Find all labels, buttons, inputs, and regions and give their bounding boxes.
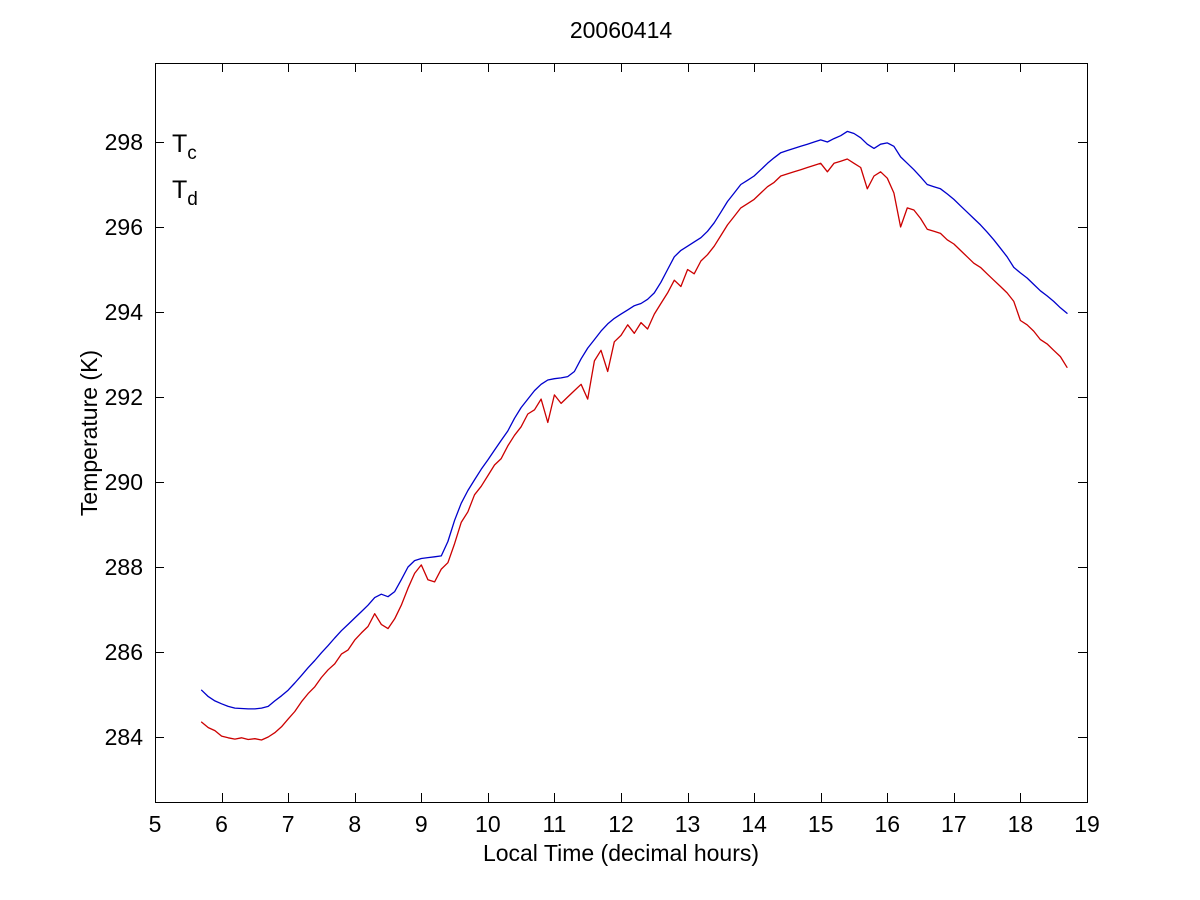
x-tick-label: 8 (348, 811, 361, 837)
x-tick-label: 10 (475, 811, 501, 837)
series-line-td (200, 158, 1068, 741)
x-tick-label: 13 (675, 811, 701, 837)
x-tick-label: 5 (149, 811, 162, 837)
y-tick-label: 296 (105, 214, 143, 240)
y-tick-label: 286 (105, 639, 143, 665)
legend-tc-base: T (172, 130, 187, 158)
x-tick-label: 18 (1008, 811, 1034, 837)
chart-title: 20060414 (570, 17, 673, 43)
legend-entry-tc: Tc (172, 130, 197, 164)
y-tick-label: 290 (105, 469, 143, 495)
legend-td-sub: d (187, 189, 198, 210)
y-tick-label: 298 (105, 129, 143, 155)
x-tick-label: 12 (608, 811, 634, 837)
x-tick-label: 11 (542, 811, 566, 837)
series-line-tc (200, 130, 1068, 710)
x-tick-label: 15 (808, 811, 834, 837)
legend-td-base: T (172, 176, 187, 204)
y-tick-label: 292 (105, 384, 143, 410)
legend-entry-td: Td (172, 176, 198, 210)
x-tick-label: 7 (282, 811, 295, 837)
x-tick-label: 17 (941, 811, 967, 837)
plot-area: 5 6 7 8 9 10 11 12 13 14 15 16 17 18 19 284 286 288 290 292… (105, 63, 1100, 837)
y-axis-label: Temperature (K) (76, 350, 102, 516)
y-tick-label: 284 (105, 724, 144, 750)
x-tick-label: 16 (874, 811, 900, 837)
x-tick-label: 6 (215, 811, 228, 837)
x-tick-label: 14 (741, 811, 767, 837)
x-tick-label: 9 (415, 811, 428, 837)
x-axis-label: Local Time (decimal hours) (483, 840, 759, 866)
x-tick-label: 19 (1074, 811, 1100, 837)
y-tick-label: 294 (105, 299, 144, 325)
y-tick-label: 288 (105, 554, 143, 580)
legend-tc-sub: c (187, 143, 197, 164)
axes-box (155, 63, 1088, 803)
